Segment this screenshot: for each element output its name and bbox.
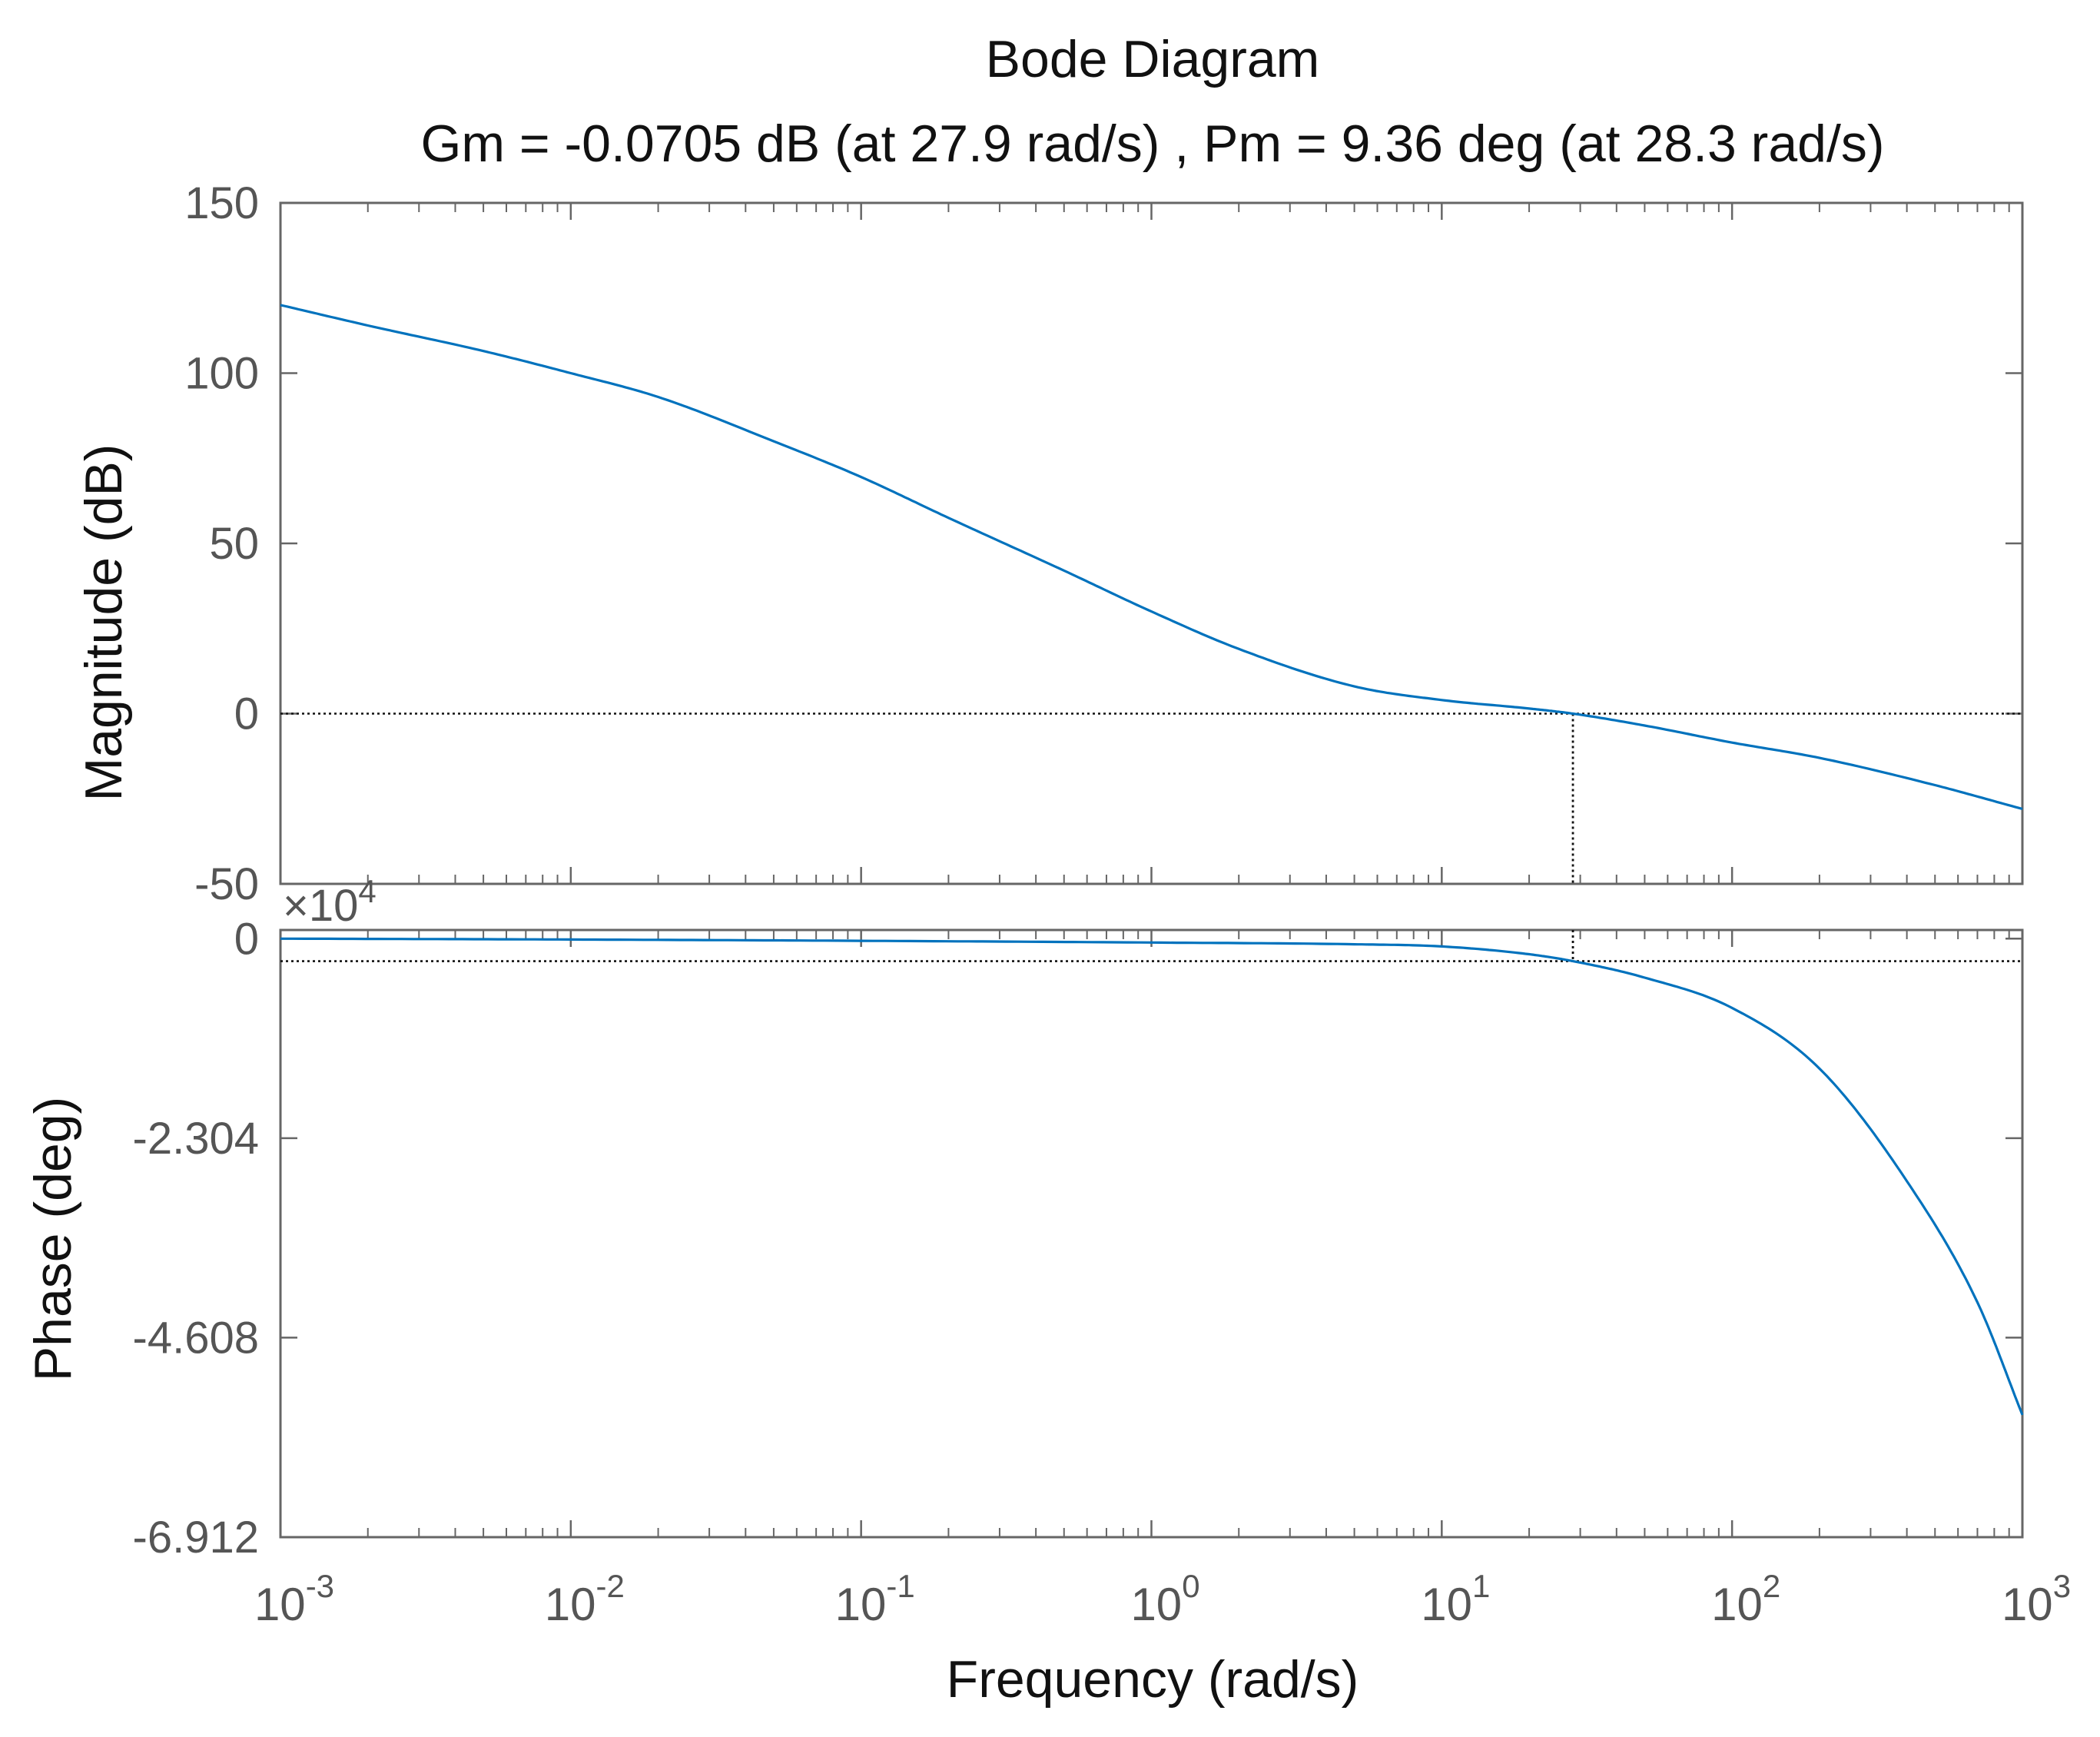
frequency-axis: 10-3 10-2 10-1 100 101 102 103 xyxy=(254,1568,2071,1630)
x-tick-label: 101 xyxy=(1421,1568,1490,1630)
x-tick-base: 10 xyxy=(1421,1579,1472,1630)
magnitude-axis-label: Magnitude (dB) xyxy=(75,444,133,802)
x-tick-exponent: 3 xyxy=(2053,1568,2071,1604)
magnitude-y-tick-label: -50 xyxy=(194,859,259,909)
magnitude-axes-box xyxy=(279,201,2024,885)
x-tick-base: 10 xyxy=(2002,1579,2053,1630)
x-tick-label: 10-3 xyxy=(254,1568,334,1630)
x-tick-exponent: 0 xyxy=(1182,1568,1199,1604)
chart-title: Bode Diagram xyxy=(986,30,1320,88)
x-tick-exponent: -3 xyxy=(306,1568,334,1604)
x-tick-exponent: -1 xyxy=(886,1568,914,1604)
x-tick-base: 10 xyxy=(835,1579,887,1630)
x-tick-label: 102 xyxy=(1711,1568,1780,1630)
phase-curve xyxy=(280,937,2024,1416)
x-tick-base: 10 xyxy=(1711,1579,1763,1630)
phase-axis-label: Phase (deg) xyxy=(24,1097,82,1381)
x-tick-label: 103 xyxy=(2002,1568,2071,1630)
frequency-axis-label: Frequency (rad/s) xyxy=(947,1650,1359,1709)
magnitude-curve xyxy=(280,304,2023,811)
phase-y-tick-label: -6.912 xyxy=(133,1513,259,1563)
x-tick-base: 10 xyxy=(254,1579,306,1630)
magnitude-y-tick-label: 0 xyxy=(234,689,259,739)
x-tick-label: 10-2 xyxy=(545,1568,625,1630)
x-tick-exponent: -2 xyxy=(596,1568,625,1604)
magnitude-plot: 150 100 50 0 -50 xyxy=(184,178,2024,909)
magnitude-y-tick-label: 50 xyxy=(209,519,259,569)
phase-y-tick-label: 0 xyxy=(234,914,259,964)
phase-y-tick-label: -4.608 xyxy=(133,1313,259,1363)
magnitude-y-tick-label: 100 xyxy=(184,349,259,399)
phase-exponent-power: 4 xyxy=(358,873,376,909)
phase-axes-box xyxy=(279,928,2024,1539)
x-tick-base: 10 xyxy=(545,1579,596,1630)
chart-subtitle: Gm = -0.0705 dB (at 27.9 rad/s) , Pm = 9… xyxy=(421,115,1885,173)
x-tick-label: 100 xyxy=(1130,1568,1199,1630)
x-tick-label: 10-1 xyxy=(835,1568,915,1630)
magnitude-y-tick-label: 150 xyxy=(184,178,259,228)
phase-exponent-label: ×104 xyxy=(283,873,377,931)
phase-plot: 0 -2.304 -4.608 -6.912 xyxy=(133,914,2024,1563)
x-tick-base: 10 xyxy=(1130,1579,1182,1630)
phase-y-tick-label: -2.304 xyxy=(133,1114,259,1164)
x-tick-exponent: 1 xyxy=(1472,1568,1490,1604)
x-tick-exponent: 2 xyxy=(1763,1568,1780,1604)
phase-exponent-base: ×10 xyxy=(283,881,358,931)
